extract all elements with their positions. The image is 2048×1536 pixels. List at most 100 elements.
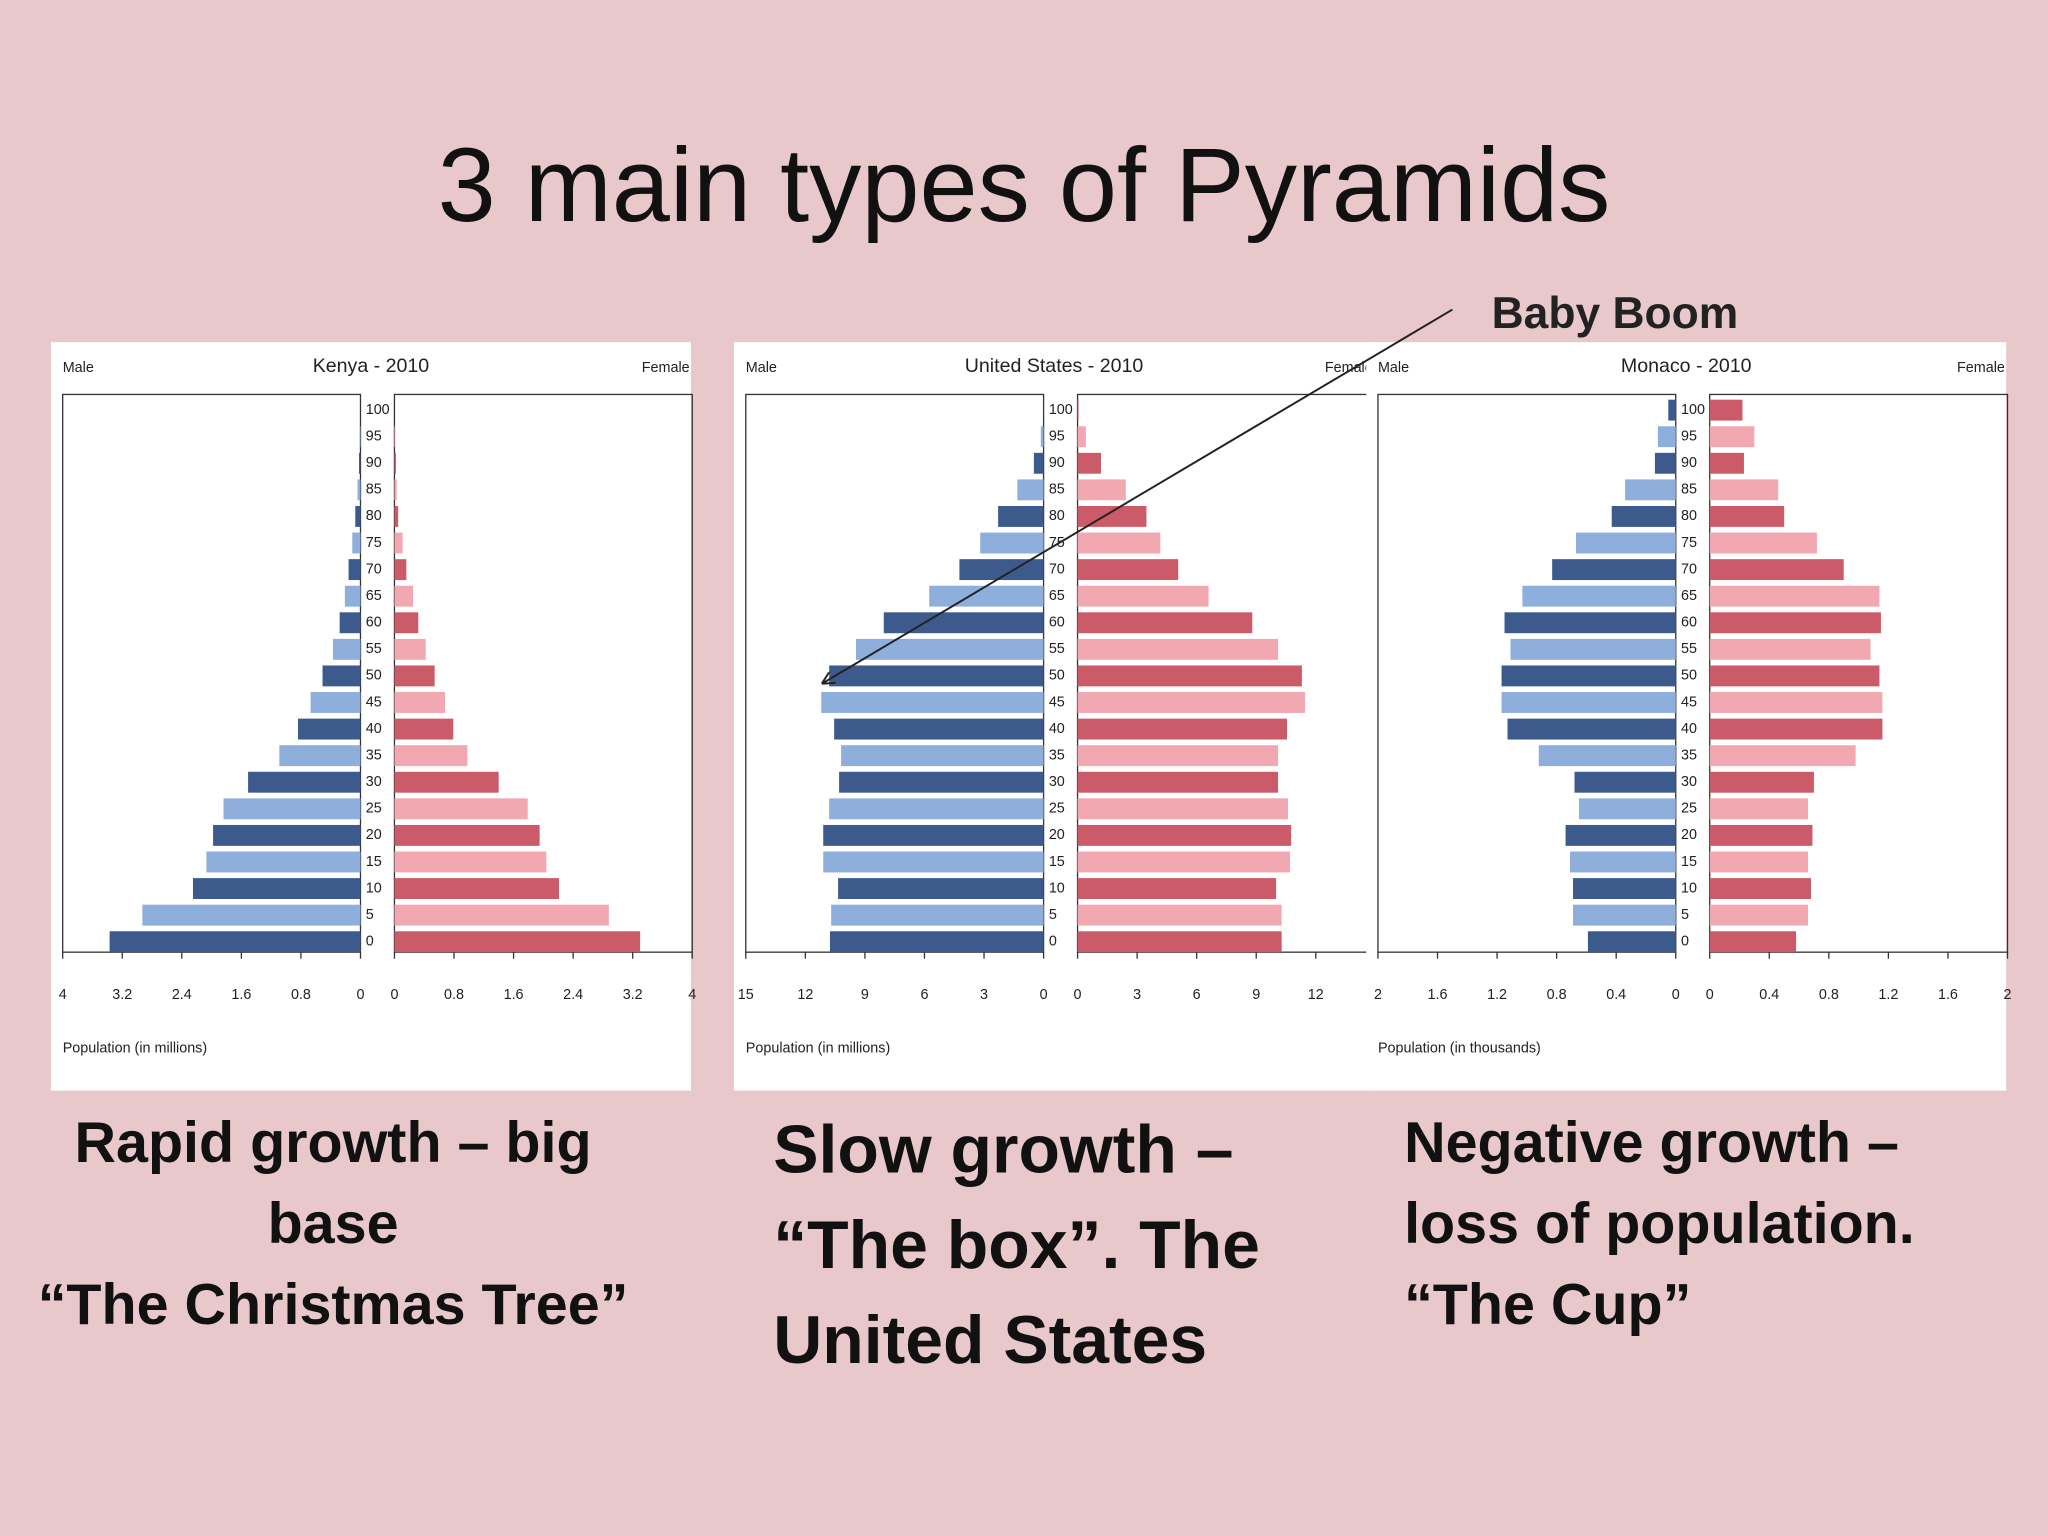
bar-male xyxy=(1574,771,1676,793)
panel xyxy=(50,342,691,1091)
bar-female xyxy=(1709,718,1883,740)
caption-line: base xyxy=(268,1192,399,1256)
age-label: 95 xyxy=(1681,428,1697,444)
bar-female xyxy=(394,931,641,953)
bar-male xyxy=(1625,479,1676,501)
x-tick-label: 15 xyxy=(738,987,754,1003)
captions: Rapid growth – big base “The Christmas Tre… xyxy=(38,1111,1915,1378)
caption-line: United States xyxy=(773,1303,1207,1378)
bar-male xyxy=(1573,904,1676,926)
x-tick-label: 3.2 xyxy=(112,987,132,1003)
age-label: 70 xyxy=(366,561,382,577)
chart: United States - 2010 Male Female Population… xyxy=(734,342,1383,1091)
bar-male xyxy=(821,692,1044,713)
bar-female xyxy=(1709,665,1880,687)
age-label: 10 xyxy=(366,880,382,896)
bar-female xyxy=(1077,798,1288,820)
legend-male: Male xyxy=(1378,360,1409,376)
age-label: 5 xyxy=(1681,907,1689,923)
bar-female xyxy=(1709,426,1755,448)
bar-male xyxy=(998,505,1044,527)
age-label: 55 xyxy=(1049,641,1065,657)
bar-male xyxy=(831,904,1044,926)
bar-female xyxy=(1077,851,1290,873)
age-label: 95 xyxy=(1049,428,1065,444)
bar-female xyxy=(1077,452,1101,474)
age-label: 60 xyxy=(366,615,382,631)
bar-male xyxy=(823,851,1044,873)
caption-line: “The Cup” xyxy=(1404,1273,1691,1337)
x-tick-label: 2.4 xyxy=(172,987,192,1003)
x-tick-label: 0 xyxy=(356,987,364,1003)
age-label: 45 xyxy=(366,694,382,710)
bar-female xyxy=(1077,824,1292,846)
legend-female: Female xyxy=(642,360,690,376)
bar-female xyxy=(394,532,403,554)
age-label: 65 xyxy=(366,588,382,604)
bar-male xyxy=(359,426,361,448)
bar-female xyxy=(1077,559,1179,581)
age-label: 30 xyxy=(1681,774,1697,790)
caption-line: Slow growth – xyxy=(773,1113,1233,1188)
age-label: 15 xyxy=(1049,854,1065,870)
age-label: 100 xyxy=(1681,402,1705,418)
bar-male xyxy=(1501,665,1676,687)
bar-female xyxy=(1077,665,1302,687)
bar-female xyxy=(1077,878,1277,900)
x-tick-label: 1.6 xyxy=(231,987,251,1003)
bar-female xyxy=(394,851,547,873)
age-label: 35 xyxy=(366,747,382,763)
bar-male xyxy=(1573,878,1676,900)
x-tick-label: 3.2 xyxy=(623,987,643,1003)
legend-male: Male xyxy=(746,360,777,376)
age-label: 10 xyxy=(1681,880,1697,896)
bar-female xyxy=(1709,452,1744,474)
bar-female xyxy=(1077,479,1126,501)
age-label: 70 xyxy=(1049,561,1065,577)
bar-male xyxy=(206,851,361,873)
bar-male xyxy=(1033,452,1044,474)
age-label: 75 xyxy=(366,535,382,551)
bar-female xyxy=(1077,638,1279,660)
chart-title: United States - 2010 xyxy=(965,355,1144,377)
bar-female xyxy=(1709,824,1813,846)
bar-female xyxy=(394,505,399,527)
bar-female xyxy=(1077,745,1279,767)
age-label: 50 xyxy=(1681,668,1697,684)
age-label: 20 xyxy=(1681,827,1697,843)
bar-female xyxy=(394,824,540,846)
bar-female xyxy=(394,692,446,713)
x-tick-label: 2.4 xyxy=(563,987,583,1003)
age-label: 50 xyxy=(1049,668,1065,684)
age-label: 30 xyxy=(366,774,382,790)
age-label: 75 xyxy=(1681,535,1697,551)
age-label: 25 xyxy=(1049,801,1065,817)
bar-male xyxy=(929,585,1044,607)
age-label: 100 xyxy=(1049,402,1073,418)
bar-female xyxy=(1709,745,1856,767)
age-label: 25 xyxy=(366,801,382,817)
age-label: 35 xyxy=(1049,747,1065,763)
charts: Kenya - 2010 Male Female Population (in mil… xyxy=(50,342,2012,1091)
bar-female xyxy=(1709,612,1881,634)
age-label: 0 xyxy=(1049,934,1057,950)
age-label: 60 xyxy=(1681,615,1697,631)
legend-female: Female xyxy=(1957,360,2005,376)
bar-male xyxy=(248,771,361,793)
age-label: 55 xyxy=(1681,641,1697,657)
bar-male xyxy=(332,638,361,660)
x-tick-label: 9 xyxy=(1252,987,1260,1003)
bar-male xyxy=(1668,399,1676,421)
bar-female xyxy=(1709,505,1785,527)
x-tick-label: 1.6 xyxy=(1938,987,1958,1003)
legend-female: Female xyxy=(1325,360,1373,376)
bar-male xyxy=(1565,824,1676,846)
bar-female xyxy=(394,426,396,448)
age-label: 95 xyxy=(366,428,382,444)
bar-male xyxy=(223,798,361,820)
chart-title: Monaco - 2010 xyxy=(1621,355,1752,377)
age-label: 80 xyxy=(366,508,382,524)
bar-male xyxy=(980,532,1044,554)
bar-male xyxy=(839,771,1044,793)
